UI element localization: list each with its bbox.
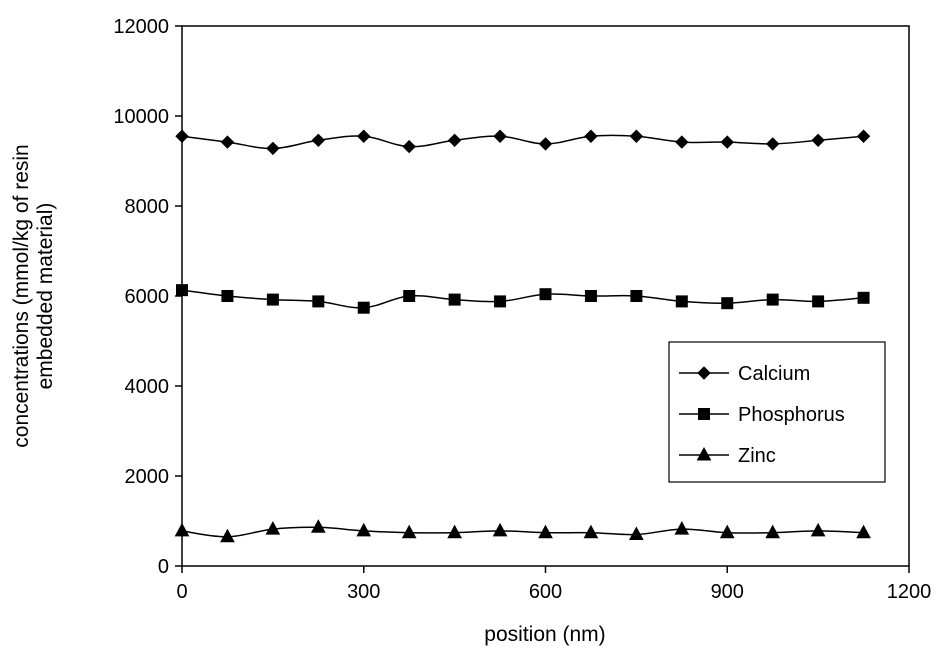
- y-tick-label: 8000: [125, 196, 170, 218]
- calcium-point: [584, 129, 598, 143]
- y-tick-label: 0: [158, 556, 169, 578]
- calcium-point: [811, 133, 825, 148]
- legend-marker-calcium: [697, 366, 711, 380]
- zinc-point: [220, 528, 235, 543]
- zinc-point: [265, 521, 281, 535]
- legend-label-calcium: Calcium: [738, 363, 810, 385]
- x-axis-title: position (nm): [484, 623, 605, 646]
- zinc-point: [401, 524, 417, 539]
- phosphorus-point: [357, 301, 370, 314]
- zinc-point: [629, 526, 644, 540]
- phosphorus-point: [403, 290, 416, 302]
- zinc-point: [447, 524, 462, 539]
- calcium-point: [447, 133, 462, 148]
- zinc-point: [719, 524, 735, 539]
- y-tick-label: 6000: [125, 286, 170, 308]
- series-zinc: [174, 519, 871, 543]
- y-axis-title-line-2: embedded material): [34, 203, 57, 390]
- x-axis-ticks: 0 300 600 900 1200: [176, 566, 931, 603]
- y-tick-label: 10000: [113, 106, 169, 128]
- series-calcium: [175, 129, 871, 156]
- zinc-point: [174, 522, 190, 537]
- x-tick-label: 900: [711, 581, 744, 603]
- y-tick-label: 4000: [125, 376, 170, 398]
- series-phosphorus: [176, 284, 870, 314]
- legend-marker-phosphorus: [698, 408, 710, 420]
- legend-label-phosphorus: Phosphorus: [738, 404, 845, 426]
- phosphorus-point: [857, 291, 870, 304]
- phosphorus-point: [176, 284, 188, 297]
- calcium-point: [357, 129, 371, 143]
- calcium-point: [493, 129, 507, 143]
- calcium-point: [402, 139, 416, 154]
- calcium-point: [311, 133, 326, 148]
- legend-marker-zinc: [696, 446, 712, 461]
- zinc-point: [538, 524, 553, 539]
- y-axis-ticks: 0 2000 4000 6000 8000 10000 12000: [113, 16, 182, 578]
- phosphorus-point: [448, 293, 461, 306]
- phosphorus-point: [766, 293, 779, 306]
- phosphorus-point: [721, 297, 734, 310]
- phosphorus-point: [812, 295, 825, 308]
- legend: Calcium Phosphorus Zinc: [668, 341, 886, 483]
- x-tick-label: 1200: [887, 581, 932, 603]
- calcium-point: [720, 135, 734, 149]
- phosphorus-point: [494, 295, 507, 308]
- legend-items: Calcium Phosphorus Zinc: [679, 363, 845, 467]
- legend-label-zinc: Zinc: [738, 445, 776, 467]
- zinc-point: [856, 524, 871, 539]
- zinc-point: [310, 519, 326, 533]
- zinc-point: [356, 522, 372, 537]
- phosphorus-point: [266, 293, 279, 306]
- calcium-point: [629, 129, 644, 143]
- phosphorus-point: [630, 290, 643, 302]
- zinc-point: [765, 524, 781, 539]
- x-tick-label: 600: [529, 581, 562, 603]
- zinc-point: [492, 522, 508, 537]
- phosphorus-point: [584, 290, 597, 302]
- phosphorus-point: [221, 290, 234, 302]
- y-tick-label: 12000: [113, 16, 169, 38]
- phosphorus-point: [539, 288, 552, 301]
- zinc-line: [181, 526, 864, 538]
- y-axis-title-line-1: concentrations (mmol/kg of resin: [10, 144, 33, 447]
- zinc-point: [674, 521, 690, 535]
- y-tick-label: 2000: [125, 466, 170, 488]
- zinc-point: [810, 522, 826, 537]
- phosphorus-point: [312, 295, 325, 308]
- calcium-point: [675, 135, 689, 149]
- phosphorus-line: [181, 289, 864, 309]
- calcium-point: [765, 137, 780, 151]
- phosphorus-point: [675, 295, 688, 308]
- series-layer: [174, 129, 871, 543]
- calcium-point: [266, 141, 280, 156]
- calcium-point: [538, 137, 553, 151]
- calcium-point: [856, 129, 871, 143]
- zinc-point: [583, 524, 599, 539]
- calcium-point: [220, 135, 235, 149]
- y-axis-title: concentrations (mmol/kg of resin embedde…: [10, 144, 57, 447]
- x-tick-label: 0: [176, 581, 187, 603]
- calcium-line: [181, 134, 864, 150]
- calcium-point: [175, 129, 189, 143]
- x-tick-label: 300: [347, 581, 380, 603]
